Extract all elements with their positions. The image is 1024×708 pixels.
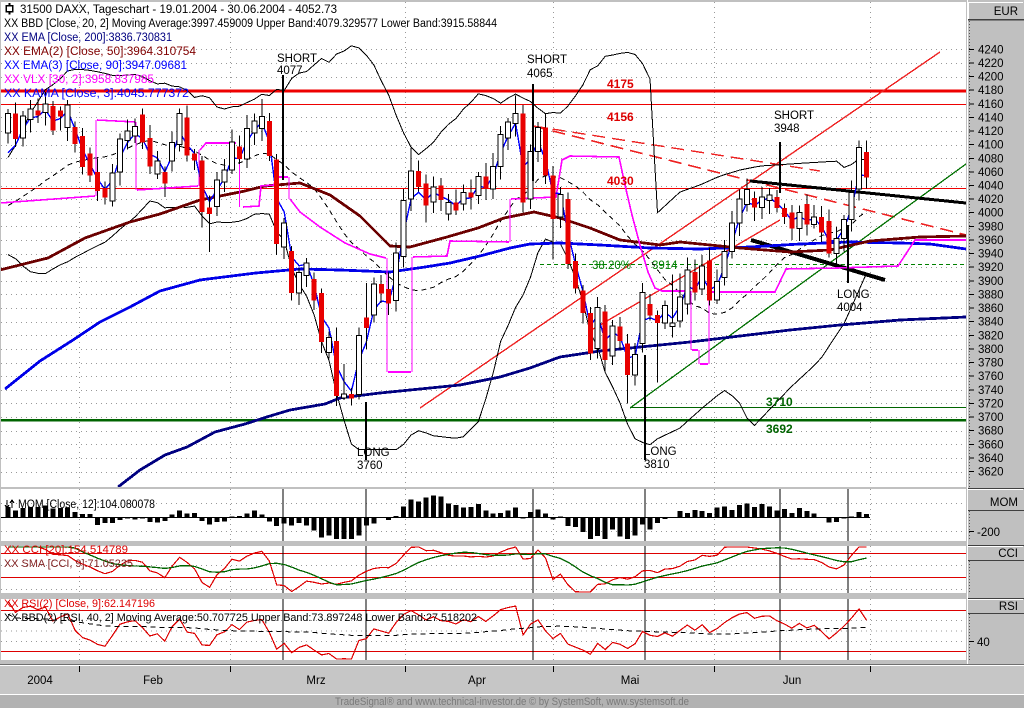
- svg-text:Apr: Apr: [468, 675, 486, 687]
- svg-text:3760: 3760: [357, 460, 383, 472]
- svg-text:XX VLX [30, 2]:3958.837985: XX VLX [30, 2]:3958.837985: [4, 74, 154, 86]
- svg-text:3700: 3700: [978, 412, 1004, 424]
- svg-text:LONG: LONG: [837, 289, 870, 301]
- svg-text:SHORT: SHORT: [277, 53, 317, 65]
- svg-text:3640: 3640: [978, 453, 1004, 465]
- svg-text:2004: 2004: [27, 675, 53, 687]
- svg-text:Mai: Mai: [621, 675, 640, 687]
- svg-text:4120: 4120: [978, 126, 1004, 138]
- svg-text:4180: 4180: [978, 85, 1004, 97]
- svg-text:CCI: CCI: [998, 548, 1018, 560]
- svg-text:LONG: LONG: [644, 446, 677, 458]
- svg-text:3660: 3660: [978, 439, 1004, 451]
- svg-text:MOM: MOM: [990, 497, 1018, 509]
- svg-text:3720: 3720: [978, 398, 1004, 410]
- svg-text:3740: 3740: [978, 385, 1004, 397]
- svg-text:Feb: Feb: [143, 675, 163, 687]
- svg-text:XX BBD [Close, 20, 2] Moving A: XX BBD [Close, 20, 2] Moving Average:399…: [4, 18, 498, 30]
- svg-text:SHORT: SHORT: [527, 54, 567, 66]
- svg-text:4020: 4020: [978, 194, 1004, 206]
- svg-text:4200: 4200: [978, 72, 1004, 84]
- svg-text:4240: 4240: [978, 44, 1004, 56]
- svg-text:4220: 4220: [978, 58, 1004, 70]
- svg-text:TradeSignal® and www.technical: TradeSignal® and www.technical-investor.…: [335, 696, 689, 708]
- svg-text:3680: 3680: [978, 426, 1004, 438]
- svg-text:XX EMA(3) [Close, 90]:3947.096: XX EMA(3) [Close, 90]:3947.09681: [4, 60, 187, 72]
- svg-text:3780: 3780: [978, 358, 1004, 370]
- svg-text:3760: 3760: [978, 371, 1004, 383]
- svg-text:4077: 4077: [277, 65, 303, 77]
- svg-text:4156: 4156: [607, 110, 634, 124]
- svg-text:3914: 3914: [652, 260, 678, 272]
- svg-text:3710: 3710: [766, 395, 793, 409]
- svg-text:XX SMA [CCI, 9]:71.05235: XX SMA [CCI, 9]:71.05235: [4, 558, 133, 570]
- svg-text:3692: 3692: [766, 422, 793, 436]
- svg-text:MOM [Close, 12]:104.080078: MOM [Close, 12]:104.080078: [18, 499, 155, 511]
- svg-text:4080: 4080: [978, 153, 1004, 165]
- svg-text:SHORT: SHORT: [774, 110, 814, 122]
- svg-text:4004: 4004: [837, 302, 863, 314]
- svg-text:3620: 3620: [978, 467, 1004, 479]
- svg-text:31500 DAXX, Tageschart - 19.0: 31500 DAXX, Tageschart - 19.01.2004 - 30…: [20, 4, 337, 16]
- svg-text:XX KAMA [Close, 3]:4045.777372: XX KAMA [Close, 3]:4045.777372: [4, 88, 189, 100]
- svg-text:4160: 4160: [978, 99, 1004, 111]
- svg-text:3860: 3860: [978, 303, 1004, 315]
- svg-text:4030: 4030: [607, 174, 634, 188]
- svg-text:3920: 3920: [978, 262, 1004, 274]
- svg-text:3900: 3900: [978, 276, 1004, 288]
- svg-text:40: 40: [977, 637, 990, 649]
- svg-text:EUR: EUR: [994, 6, 1018, 18]
- svg-text:XX RSI(2) [Close, 9]:62.147196: XX RSI(2) [Close, 9]:62.147196: [4, 598, 155, 610]
- svg-text:LONG: LONG: [357, 447, 390, 459]
- svg-text:XX EMA [Close, 200]:3836.73083: XX EMA [Close, 200]:3836.730831: [4, 32, 172, 44]
- svg-text:3820: 3820: [978, 330, 1004, 342]
- svg-text:3810: 3810: [644, 459, 670, 471]
- svg-text:4100: 4100: [978, 140, 1004, 152]
- svg-text:Mrz: Mrz: [306, 675, 325, 687]
- svg-text:3960: 3960: [978, 235, 1004, 247]
- svg-text:4175: 4175: [607, 77, 634, 91]
- svg-text:3880: 3880: [978, 290, 1004, 302]
- svg-text:XX BBD(2) [RSI, 40, 2] Moving: XX BBD(2) [RSI, 40, 2] Moving Average:50…: [4, 612, 477, 624]
- svg-text:4060: 4060: [978, 167, 1004, 179]
- svg-text:3980: 3980: [978, 221, 1004, 233]
- svg-text:4040: 4040: [978, 181, 1004, 193]
- svg-text:4065: 4065: [527, 68, 553, 80]
- svg-text:RSI: RSI: [999, 601, 1018, 613]
- svg-text:XX EMA(2) [Close, 50]:3964.310: XX EMA(2) [Close, 50]:3964.310754: [4, 46, 197, 58]
- svg-text:4140: 4140: [978, 112, 1004, 124]
- svg-text:-200: -200: [977, 527, 1000, 539]
- svg-text:3840: 3840: [978, 317, 1004, 329]
- svg-text:Jun: Jun: [783, 675, 802, 687]
- svg-text:38.20%: 38.20%: [592, 260, 631, 272]
- svg-text:XX CCI [20]:154.514789: XX CCI [20]:154.514789: [4, 544, 128, 556]
- svg-text:4000: 4000: [978, 208, 1004, 220]
- svg-text:3800: 3800: [978, 344, 1004, 356]
- svg-text:3940: 3940: [978, 249, 1004, 261]
- svg-text:3948: 3948: [774, 123, 800, 135]
